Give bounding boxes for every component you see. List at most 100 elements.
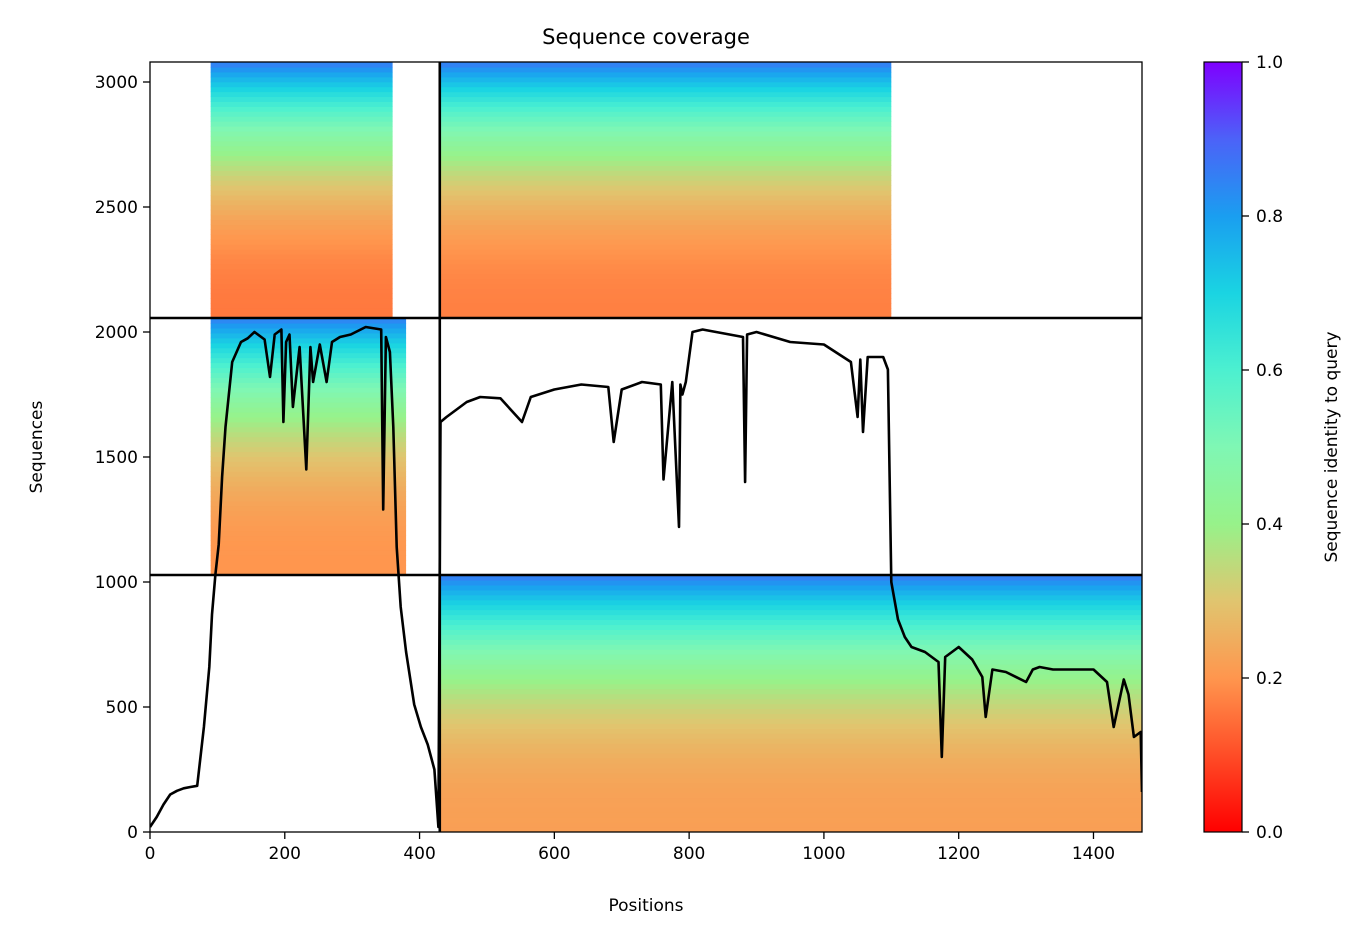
heatmap-band	[439, 101, 892, 107]
heatmap-band	[439, 160, 892, 166]
heatmap-band	[439, 579, 1142, 586]
heatmap-band	[439, 249, 892, 255]
heatmap-band	[210, 96, 393, 102]
heatmap-band	[210, 135, 393, 142]
heatmap-band	[439, 747, 1142, 754]
x-tick-label: 1200	[937, 844, 980, 864]
heatmap-band	[439, 817, 1142, 823]
heatmap-band	[210, 194, 393, 201]
heatmap-band	[439, 812, 1142, 818]
heatmap-band	[439, 111, 892, 117]
heatmap-band	[439, 116, 892, 122]
heatmap-block-C-B	[439, 575, 1142, 832]
heatmap-band	[439, 609, 1142, 616]
heatmap-band	[210, 150, 393, 157]
y-tick-label: 500	[106, 698, 138, 718]
heatmap-band	[439, 733, 1142, 739]
heatmap-band	[210, 322, 407, 329]
heatmap-band	[210, 500, 407, 507]
y-tick-label: 2500	[95, 198, 138, 218]
heatmap-band	[210, 525, 407, 532]
y-axis-label: Sequences	[27, 401, 47, 494]
heatmap-band	[439, 308, 892, 314]
heatmap-band	[439, 634, 1142, 640]
heatmap-band	[210, 486, 407, 492]
heatmap-band	[210, 214, 393, 221]
heatmap-band	[210, 283, 393, 290]
heatmap-band	[439, 594, 1142, 601]
heatmap-band	[210, 204, 393, 211]
heatmap-band	[439, 683, 1142, 690]
heatmap-band	[439, 298, 892, 304]
heatmap-band	[210, 190, 393, 196]
heatmap-band	[439, 293, 892, 299]
heatmap-band	[210, 81, 393, 88]
heatmap-band	[439, 273, 892, 280]
heatmap-band	[439, 175, 892, 181]
heatmap-band	[210, 116, 393, 122]
heatmap-band	[439, 199, 892, 206]
plot-frame	[149, 61, 1143, 833]
heatmap-block-A-B	[439, 62, 892, 319]
heatmap-band	[210, 303, 393, 309]
heatmap-block-A-A	[210, 62, 393, 319]
heatmap-band	[210, 471, 407, 477]
heatmap-band	[439, 165, 892, 171]
heatmap-band	[439, 718, 1142, 724]
heatmap-band	[210, 101, 393, 107]
heatmap-band	[210, 481, 407, 487]
heatmap-band	[210, 352, 407, 359]
heatmap-band	[210, 175, 393, 181]
heatmap-band	[210, 550, 407, 556]
heatmap-band	[210, 273, 393, 280]
heatmap-band	[210, 332, 407, 339]
heatmap-band	[439, 644, 1142, 650]
heatmap-band	[439, 313, 892, 319]
heatmap-band	[439, 584, 1142, 591]
x-tick-label: 600	[538, 844, 570, 864]
heatmap-band	[210, 476, 407, 482]
colorbar-tick-label: 0.6	[1256, 361, 1283, 381]
heatmap-band	[210, 263, 393, 270]
heatmap-band	[439, 229, 892, 235]
heatmap-band	[210, 278, 393, 285]
coverage-line-group	[150, 325, 1142, 829]
colorbar-tick-label: 0.4	[1256, 515, 1283, 535]
heatmap-band	[210, 62, 393, 68]
heatmap-band	[210, 298, 393, 304]
x-tick-label: 800	[673, 844, 705, 864]
heatmap-band	[210, 145, 393, 152]
heatmap-band	[439, 698, 1142, 705]
heatmap-band	[439, 604, 1142, 611]
y-tick-label: 2000	[95, 323, 138, 343]
heatmap-band	[439, 170, 892, 176]
colorbar-label: Sequence identity to query	[1322, 331, 1342, 562]
heatmap-band	[439, 738, 1142, 744]
heatmap-band	[439, 639, 1142, 645]
heatmap-band	[439, 743, 1142, 749]
heatmap-band	[439, 762, 1142, 769]
heatmap-band	[210, 199, 393, 206]
heatmap-band	[439, 190, 892, 196]
heatmap-band	[439, 288, 892, 294]
colorbar-ticks: 0.0 0.2 0.4 0.6 0.8 1.0	[1242, 53, 1283, 843]
heatmap-band	[439, 767, 1142, 774]
heatmap-band	[439, 86, 892, 93]
heatmap-band	[210, 456, 407, 462]
heatmap-band	[439, 254, 892, 260]
heatmap-band	[210, 106, 393, 112]
heatmap-band	[210, 560, 407, 566]
heatmap-band	[439, 106, 892, 112]
heatmap-band	[439, 688, 1142, 695]
heatmap-band	[210, 357, 407, 364]
y-tick-label: 1500	[95, 448, 138, 468]
heatmap-band	[210, 130, 393, 137]
heatmap-band	[439, 659, 1142, 665]
heatmap-band	[210, 234, 393, 240]
heatmap-band	[439, 219, 892, 226]
colorbar-tick-label: 1.0	[1256, 53, 1283, 73]
heatmap-band	[210, 505, 407, 512]
heatmap-band	[210, 347, 407, 354]
colorbar-tick-label: 0.0	[1256, 823, 1283, 843]
heatmap-band	[210, 258, 393, 265]
